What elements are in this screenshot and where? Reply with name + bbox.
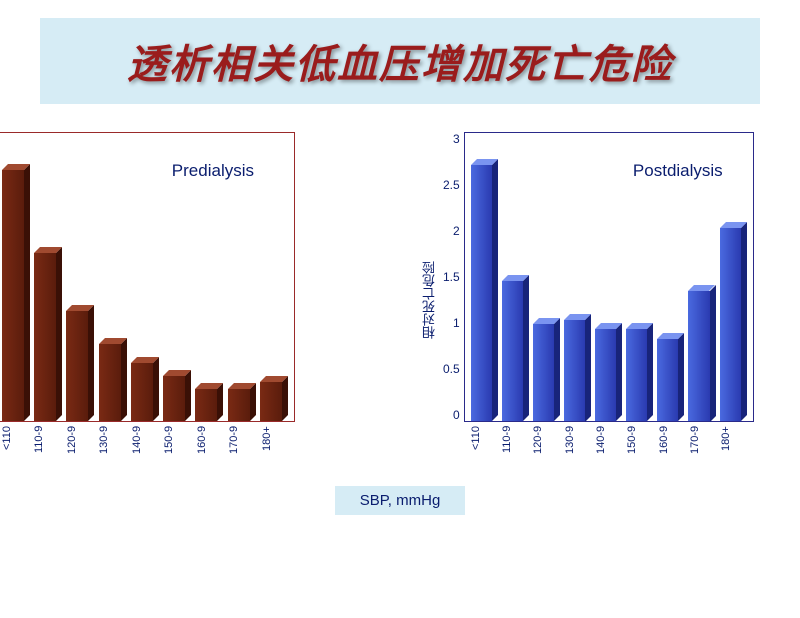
y-tick: 2.5 [443,178,460,192]
right-chart: 相对死亡危险32.521.510.50Postdialysis<110110-9… [420,132,800,468]
bar [228,389,256,421]
bar [564,320,591,422]
x-tick: 130-9 [98,426,126,468]
bar [533,324,560,421]
x-ticks: <110110-9120-9130-9140-9150-9160-9170-91… [464,426,754,468]
bar [260,382,288,421]
left-chart: 相对死亡危险4.543.532.521.510.50Predialysis<11… [0,132,390,468]
y-tick: 1.5 [443,270,460,284]
bar [131,363,159,421]
bar [34,253,62,421]
y-ticks: 3 2.5 2 1.5 1 0.5 0 [443,132,464,422]
y-tick: 3 [453,132,460,146]
bar [66,311,94,421]
y-tick: 2 [453,224,460,238]
x-ticks: <110110-9120-9130-9140-9150-9160-9170-91… [0,426,295,468]
x-tick: 180+ [261,426,289,468]
title-banner: 透析相关低血压增加死亡危险 [40,18,760,104]
x-axis-label: SBP, mmHg [360,492,441,509]
x-tick: 170-9 [689,426,716,468]
y-axis-title: 相对死亡危险 [420,261,439,339]
x-tick: 130-9 [564,426,591,468]
bar [657,339,684,421]
bar [502,281,529,421]
plot-area: Postdialysis [464,132,754,422]
y-tick: 0.5 [443,362,460,376]
x-tick: <110 [1,426,29,468]
page-title: 透析相关低血压增加死亡危险 [50,32,750,90]
bars-container [465,133,753,421]
bar [471,165,498,421]
bar [595,329,622,421]
x-tick: 110-9 [501,426,528,468]
x-tick: 110-9 [33,426,61,468]
x-tick: 140-9 [595,426,622,468]
bars-container [0,133,294,421]
x-tick: 150-9 [626,426,653,468]
bar [720,228,747,421]
bar [99,344,127,421]
x-tick: 150-9 [163,426,191,468]
bar [2,170,30,421]
plot-area: Predialysis [0,132,295,422]
x-tick: 120-9 [66,426,94,468]
x-tick: 170-9 [228,426,256,468]
bar [688,291,715,422]
bar [626,329,653,421]
bar [195,389,223,421]
y-tick: 1 [453,316,460,330]
x-tick: 120-9 [532,426,559,468]
x-tick: 160-9 [196,426,224,468]
x-tick: 180+ [720,426,747,468]
x-tick: 160-9 [658,426,685,468]
x-tick: 140-9 [131,426,159,468]
bar [163,376,191,421]
y-tick: 0 [453,408,460,422]
charts-row: 相对死亡危险4.543.532.521.510.50Predialysis<11… [0,132,800,468]
x-tick: <110 [470,426,497,468]
x-axis-label-box: SBP, mmHg [335,486,465,515]
